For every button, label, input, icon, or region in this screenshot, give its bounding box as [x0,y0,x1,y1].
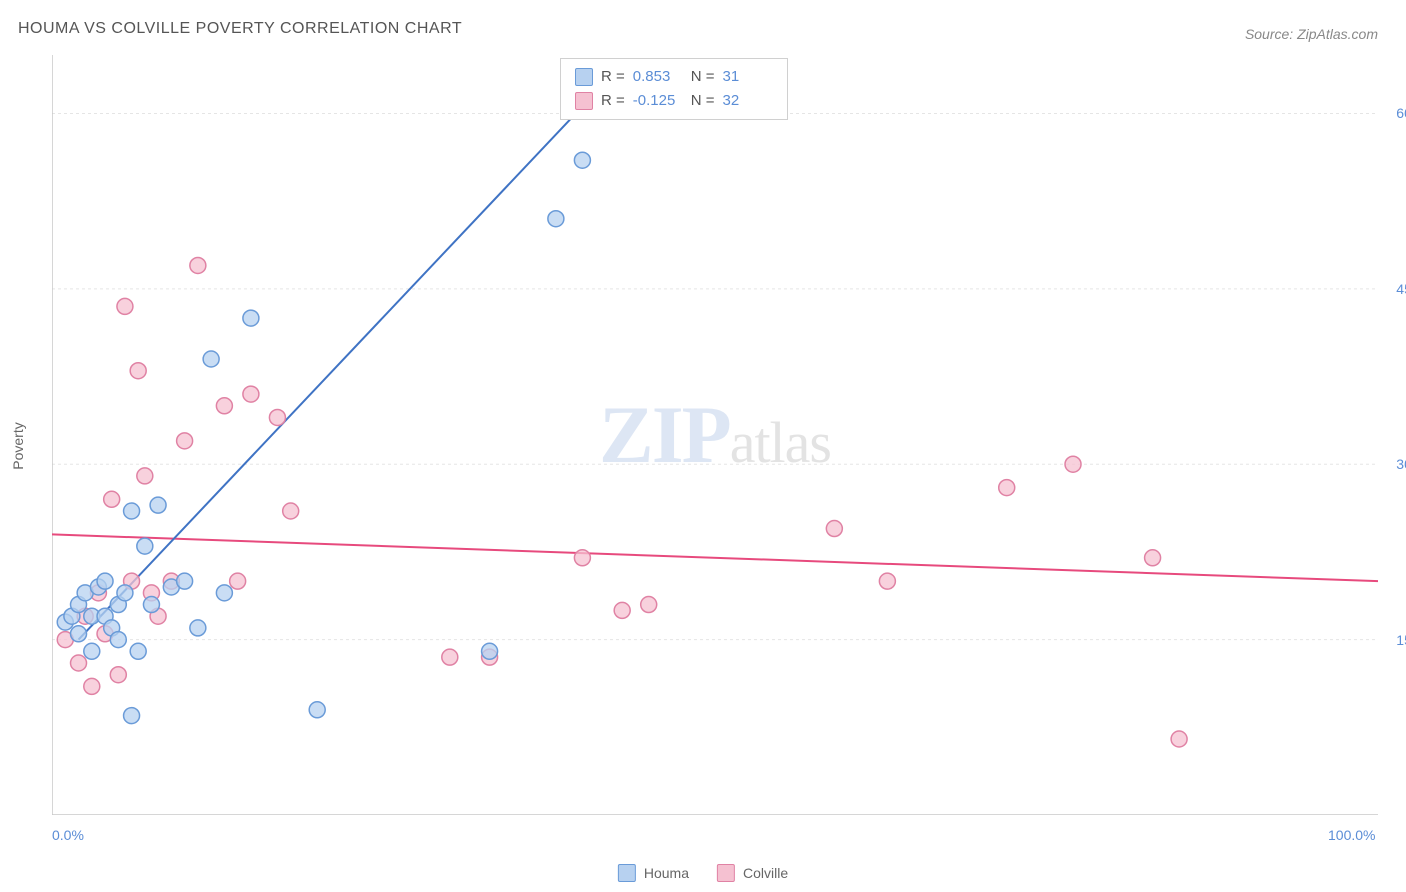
x-tick-label: 0.0% [52,827,84,843]
y-tick-label: 30.0% [1396,456,1406,472]
source-label: Source: ZipAtlas.com [1245,26,1378,42]
stats-r-colville: -0.125 [633,89,683,113]
stats-n-label: N = [691,89,715,113]
stats-row-houma: R = 0.853 N = 31 [575,65,773,89]
bottom-legend: Houma Colville [618,864,788,882]
legend-item-colville: Colville [717,864,788,882]
chart-area: ZIPatlas 15.0%30.0%45.0%60.0%0.0%100.0% [52,55,1378,815]
stats-row-colville: R = -0.125 N = 32 [575,89,773,113]
swatch-colville [575,92,593,110]
stats-r-label: R = [601,89,625,113]
stats-n-houma: 31 [723,65,773,89]
y-tick-label: 60.0% [1396,105,1406,121]
chart-title: HOUMA VS COLVILLE POVERTY CORRELATION CH… [18,20,462,38]
swatch-colville [717,864,735,882]
stats-n-label: N = [691,65,715,89]
y-tick-label: 15.0% [1396,632,1406,648]
y-tick-label: 45.0% [1396,281,1406,297]
legend-label-houma: Houma [644,865,689,881]
scatter-plot [52,55,1378,815]
swatch-houma [618,864,636,882]
stats-legend: R = 0.853 N = 31 R = -0.125 N = 32 [560,58,788,120]
stats-r-label: R = [601,65,625,89]
legend-item-houma: Houma [618,864,689,882]
stats-n-colville: 32 [723,89,773,113]
x-tick-label: 100.0% [1328,827,1375,843]
legend-label-colville: Colville [743,865,788,881]
swatch-houma [575,68,593,86]
y-axis-label: Poverty [10,422,26,469]
stats-r-houma: 0.853 [633,65,683,89]
